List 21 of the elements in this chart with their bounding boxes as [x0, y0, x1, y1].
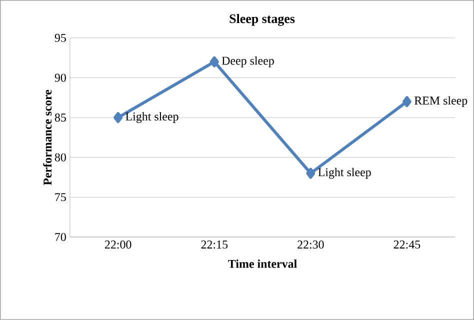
y-tick-label: 90 [54, 74, 66, 82]
y-axis-title: Performance score [43, 90, 52, 186]
y-tick-label: 85 [54, 114, 66, 122]
y-tick-label: 95 [54, 34, 66, 42]
y-tick-label: 80 [54, 153, 66, 162]
chart-title: Sleep stages [230, 14, 295, 26]
annotation: Light sleep [318, 168, 371, 179]
x-tick-label: 22:45 [394, 240, 420, 249]
point [402, 96, 412, 108]
annotation: Deep sleep [222, 56, 274, 68]
annotation: REM sleep [414, 96, 468, 108]
x-tick-label: 22:30 [298, 240, 324, 249]
point [210, 56, 219, 68]
y-tick-label: 70 [55, 232, 66, 242]
point [306, 168, 316, 179]
annotation: Light sleep [126, 112, 178, 124]
x-tick-label: 22:15 [201, 240, 228, 249]
y-tick-label: 75 [55, 193, 66, 202]
x-axis-title: Time interval [228, 260, 297, 268]
point [114, 112, 123, 124]
x-tick-label: 22:00 [104, 240, 132, 249]
